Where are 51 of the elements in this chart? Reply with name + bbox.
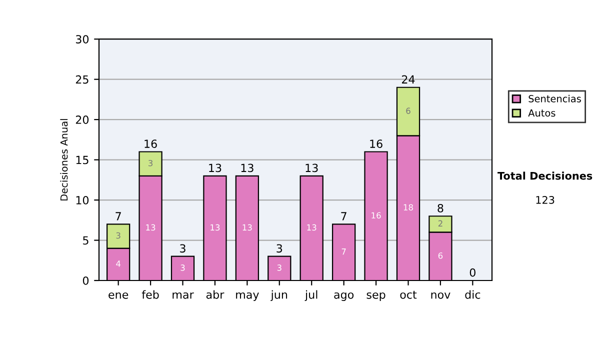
total-label: 7	[341, 212, 346, 220]
data-label: 13	[307, 224, 316, 231]
data-label: 3	[180, 264, 185, 271]
y-axis-title: Decisiones Anual	[60, 119, 68, 200]
total-label: 3	[180, 244, 186, 253]
y-tick-label: 10	[76, 196, 89, 204]
total-label: 13	[306, 164, 318, 172]
total-label: 3	[276, 244, 282, 253]
total-label: 8	[438, 204, 444, 212]
y-tick-label: 15	[76, 156, 88, 164]
data-label: 3	[277, 264, 282, 271]
total-label: 13	[209, 164, 222, 172]
data-label: 3	[148, 160, 153, 166]
text: Total Decisiones	[498, 172, 592, 180]
x-tick-label: dic	[465, 290, 480, 299]
x-tick-label: jul	[304, 290, 318, 301]
data-label: 13	[242, 224, 252, 231]
data-label: 2	[438, 220, 442, 226]
total-label: 16	[370, 140, 382, 148]
data-label: 6	[406, 108, 410, 114]
x-tick-label: mar	[172, 292, 194, 299]
text: 123	[536, 196, 554, 204]
legend-label: Autos	[528, 109, 556, 117]
x-tick-label: oct	[400, 290, 417, 299]
data-label: 3	[116, 232, 120, 239]
data-label: 18	[404, 204, 413, 210]
data-label: 13	[210, 224, 220, 231]
x-tick-label: ene	[108, 292, 128, 299]
data-label: 6	[438, 252, 443, 259]
total-label: 0	[470, 268, 476, 277]
total-label: 16	[144, 140, 157, 148]
x-tick-label: may	[236, 292, 259, 301]
data-label: 7	[342, 248, 346, 255]
y-tick-label: 0	[82, 276, 89, 285]
x-tick-label: feb	[142, 290, 159, 299]
x-tick-label: jun	[270, 290, 288, 301]
total-label: 13	[241, 164, 254, 172]
x-tick-label: nov	[431, 292, 450, 299]
y-tick-label: 30	[76, 35, 89, 44]
data-label: 13	[146, 224, 156, 231]
x-tick-label: sep	[366, 292, 386, 301]
x-tick-label: abr	[206, 290, 224, 299]
data-label: 4	[116, 260, 121, 267]
data-label: 16	[372, 212, 381, 219]
total-label: 24	[402, 75, 415, 84]
legend-label: Sentencias	[528, 94, 581, 102]
y-tick-label: 25	[76, 75, 88, 84]
total-label: 7	[116, 212, 121, 220]
x-tick-label: ago	[334, 292, 354, 301]
y-tick-label: 5	[83, 236, 88, 245]
y-tick-label: 20	[76, 116, 89, 124]
